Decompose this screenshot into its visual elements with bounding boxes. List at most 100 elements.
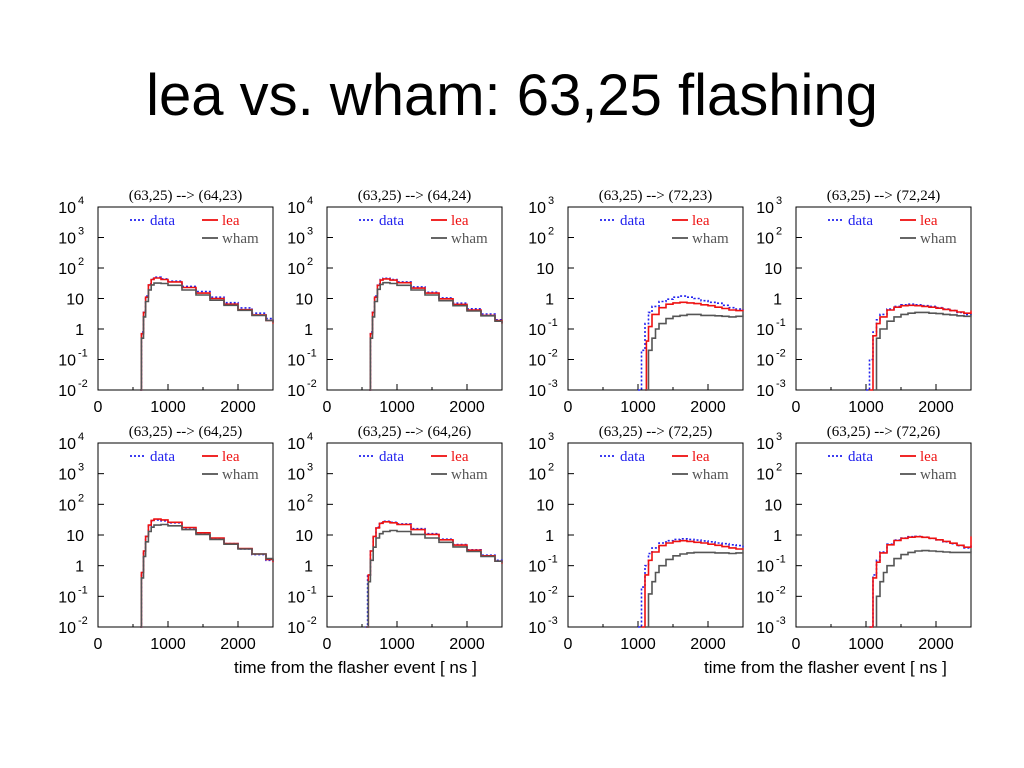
panel-title: (63,25) --> (72,24): [827, 188, 940, 204]
legend: data lea wham: [600, 213, 729, 247]
y-tick-label: 10: [756, 231, 774, 248]
x-tick-label: 2000: [449, 399, 485, 416]
x-tick-label: 0: [94, 399, 103, 416]
x-tick-label: 1000: [848, 399, 884, 416]
y-tick-label: 10: [756, 589, 774, 606]
panel-title: (63,25) --> (64,25): [129, 424, 242, 440]
slide-title: lea vs. wham: 63,25 flashing: [146, 63, 878, 128]
y-tick-label: 10: [287, 620, 305, 637]
x-tick-label: 0: [323, 636, 332, 653]
y-tick-label: 10: [528, 353, 546, 370]
series-line-wham: [140, 523, 274, 628]
y-tick-label: 10: [528, 589, 546, 606]
y-tick-label: 10: [58, 231, 76, 248]
legend-label-wham: wham: [222, 467, 259, 483]
legend-label-data: data: [150, 213, 175, 229]
y-tick-label: 10: [756, 559, 774, 576]
series-line-wham: [369, 281, 503, 391]
series-line-data: [869, 535, 972, 628]
x-tick-label: 0: [792, 399, 801, 416]
y-tick-label: 1: [773, 528, 782, 545]
y-tick-label: 10: [528, 383, 546, 400]
y-tick-exponent: 3: [776, 195, 782, 207]
x-tick-label: 1000: [150, 399, 186, 416]
x-tick-label: 2000: [220, 636, 256, 653]
series-line-data: [140, 519, 274, 628]
y-tick-label: 10: [756, 383, 774, 400]
y-tick-label: 10: [764, 261, 782, 278]
y-tick-exponent: 4: [307, 431, 313, 443]
series-line-lea: [645, 301, 744, 391]
y-tick-label: 10: [58, 497, 76, 514]
legend: data lea wham: [359, 213, 488, 247]
y-tick-label: 10: [536, 261, 554, 278]
y-tick-exponent: -1: [78, 348, 88, 360]
y-tick-label: 10: [295, 292, 313, 309]
series-line-data: [638, 295, 744, 391]
y-tick-exponent: -1: [307, 348, 317, 360]
y-tick-exponent: 3: [548, 195, 554, 207]
legend: data lea wham: [600, 449, 729, 483]
legend: data lea wham: [828, 213, 957, 247]
legend: data lea wham: [359, 449, 488, 483]
panel-title: (63,25) --> (72,25): [599, 424, 712, 440]
chart-panel-7: (63,25) --> (72,25)0 1000 200010-310-210-1…: [528, 424, 744, 653]
y-tick-label: 10: [287, 383, 305, 400]
y-tick-exponent: 2: [776, 226, 782, 238]
y-tick-label: 10: [756, 620, 774, 637]
y-tick-label: 10: [528, 322, 546, 339]
y-tick-label: 10: [287, 467, 305, 484]
x-tick-label: 2000: [918, 636, 954, 653]
y-tick-exponent: -1: [307, 584, 317, 596]
x-tick-label: 0: [564, 399, 573, 416]
y-tick-exponent: 4: [78, 195, 84, 207]
y-tick-label: 10: [58, 383, 76, 400]
x-tick-label: 1000: [379, 399, 415, 416]
legend-label-data: data: [379, 213, 404, 229]
y-tick-exponent: 3: [307, 462, 313, 474]
y-tick-label: 10: [287, 261, 305, 278]
x-tick-label: 1000: [848, 636, 884, 653]
y-tick-label: 10: [58, 436, 76, 453]
panel-title: (63,25) --> (64,24): [358, 188, 471, 204]
y-tick-exponent: 2: [78, 256, 84, 268]
y-tick-exponent: 3: [78, 226, 84, 238]
y-tick-label: 10: [58, 353, 76, 370]
y-tick-exponent: 4: [307, 195, 313, 207]
x-tick-label: 0: [564, 636, 573, 653]
legend-label-data: data: [150, 449, 175, 465]
y-tick-label: 10: [295, 528, 313, 545]
y-tick-exponent: -1: [548, 554, 558, 566]
y-tick-label: 10: [528, 436, 546, 453]
x-tick-label: 1000: [620, 399, 656, 416]
y-tick-exponent: 3: [776, 431, 782, 443]
legend-label-wham: wham: [222, 231, 259, 247]
y-tick-label: 10: [756, 467, 774, 484]
legend-label-wham: wham: [920, 467, 957, 483]
y-tick-exponent: 3: [307, 226, 313, 238]
panel-title: (63,25) --> (64,23): [129, 188, 242, 204]
y-tick-exponent: 3: [78, 462, 84, 474]
y-tick-label: 10: [287, 589, 305, 606]
y-tick-exponent: -1: [78, 584, 88, 596]
x-tick-label: 2000: [220, 399, 256, 416]
y-tick-exponent: -2: [78, 615, 88, 627]
y-tick-exponent: 3: [548, 431, 554, 443]
y-tick-exponent: -3: [548, 615, 558, 627]
y-tick-exponent: -1: [548, 317, 558, 329]
legend-label-lea: lea: [451, 213, 469, 229]
x-tick-label: 2000: [690, 636, 726, 653]
y-tick-exponent: -1: [776, 554, 786, 566]
y-tick-label: 1: [75, 322, 84, 339]
legend-label-lea: lea: [920, 213, 938, 229]
series-line-wham: [645, 551, 744, 628]
series-line-lea: [869, 304, 972, 391]
y-tick-label: 10: [287, 497, 305, 514]
chart-panel-3: (63,25) --> (72,23)0 1000 200010-310-210-1…: [528, 188, 744, 416]
y-tick-label: 10: [66, 528, 84, 545]
y-tick-exponent: 2: [78, 492, 84, 504]
y-tick-exponent: -2: [307, 615, 317, 627]
